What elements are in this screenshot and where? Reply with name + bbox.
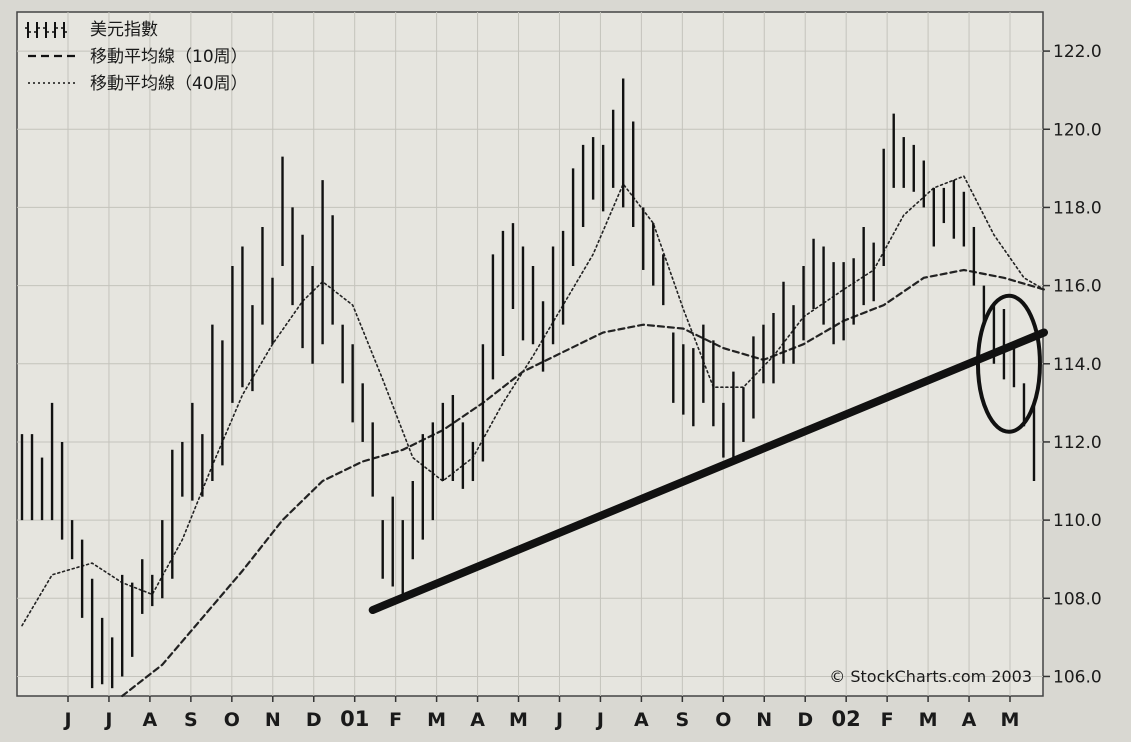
x-tick-label: A bbox=[962, 709, 977, 731]
x-tick-label: S bbox=[676, 709, 690, 731]
highlight-ellipse bbox=[975, 293, 1042, 434]
y-tick-label: 114.0 bbox=[1053, 355, 1102, 375]
plot-background bbox=[16, 11, 1044, 697]
x-tick-label: M bbox=[1001, 709, 1020, 731]
x-tick-label: M bbox=[427, 709, 446, 731]
legend-label: 美元指數 bbox=[90, 20, 158, 40]
x-axis: J J A S O N D 01 F M A M J J A S O N D 02 F M A M bbox=[62, 696, 1019, 731]
x-tick-label: D bbox=[306, 709, 322, 731]
x-tick-label: J bbox=[62, 709, 71, 731]
x-tick-label: N bbox=[265, 709, 281, 731]
y-tick-label: 118.0 bbox=[1053, 198, 1102, 218]
x-tick-label: S bbox=[184, 709, 198, 731]
y-tick-label: 122.0 bbox=[1053, 42, 1102, 62]
ma10-line bbox=[121, 268, 1046, 698]
legend-label: 移動平均線（10周） bbox=[90, 47, 248, 67]
annotations bbox=[368, 293, 1049, 615]
price-bars bbox=[20, 78, 1036, 689]
x-tick-label: A bbox=[634, 709, 649, 731]
x-tick-label: O bbox=[715, 709, 731, 731]
x-tick-label: 01 bbox=[340, 707, 369, 731]
y-tick-label: 108.0 bbox=[1053, 589, 1102, 609]
y-tick-label: 120.0 bbox=[1053, 120, 1102, 140]
x-tick-label: O bbox=[224, 709, 240, 731]
y-tick-label: 112.0 bbox=[1053, 433, 1102, 453]
x-tick-label: J bbox=[595, 709, 604, 731]
x-tick-label: A bbox=[143, 709, 158, 731]
legend-label: 移動平均線（40周） bbox=[90, 74, 248, 94]
trendline bbox=[368, 328, 1049, 615]
x-tick-label: D bbox=[797, 709, 813, 731]
x-tick-label: F bbox=[881, 709, 894, 731]
y-tick-label: 106.0 bbox=[1053, 667, 1102, 687]
x-tick-label: M bbox=[509, 709, 528, 731]
x-tick-label: M bbox=[919, 709, 938, 731]
x-tick-label: 02 bbox=[832, 707, 861, 731]
y-axis: 106.0 108.0 110.0 112.0 114.0 116.0 118.0 120.0… bbox=[1043, 42, 1102, 687]
y-tick-label: 110.0 bbox=[1053, 511, 1102, 531]
x-tick-label: N bbox=[756, 709, 772, 731]
y-tick-label: 116.0 bbox=[1053, 277, 1102, 297]
x-tick-label: J bbox=[554, 709, 563, 731]
x-tick-label: A bbox=[470, 709, 485, 731]
x-tick-label: J bbox=[103, 709, 112, 731]
ma10-path bbox=[121, 268, 1046, 698]
credit-text: © StockCharts.com 2003 bbox=[829, 667, 1032, 686]
x-tick-label: F bbox=[389, 709, 402, 731]
